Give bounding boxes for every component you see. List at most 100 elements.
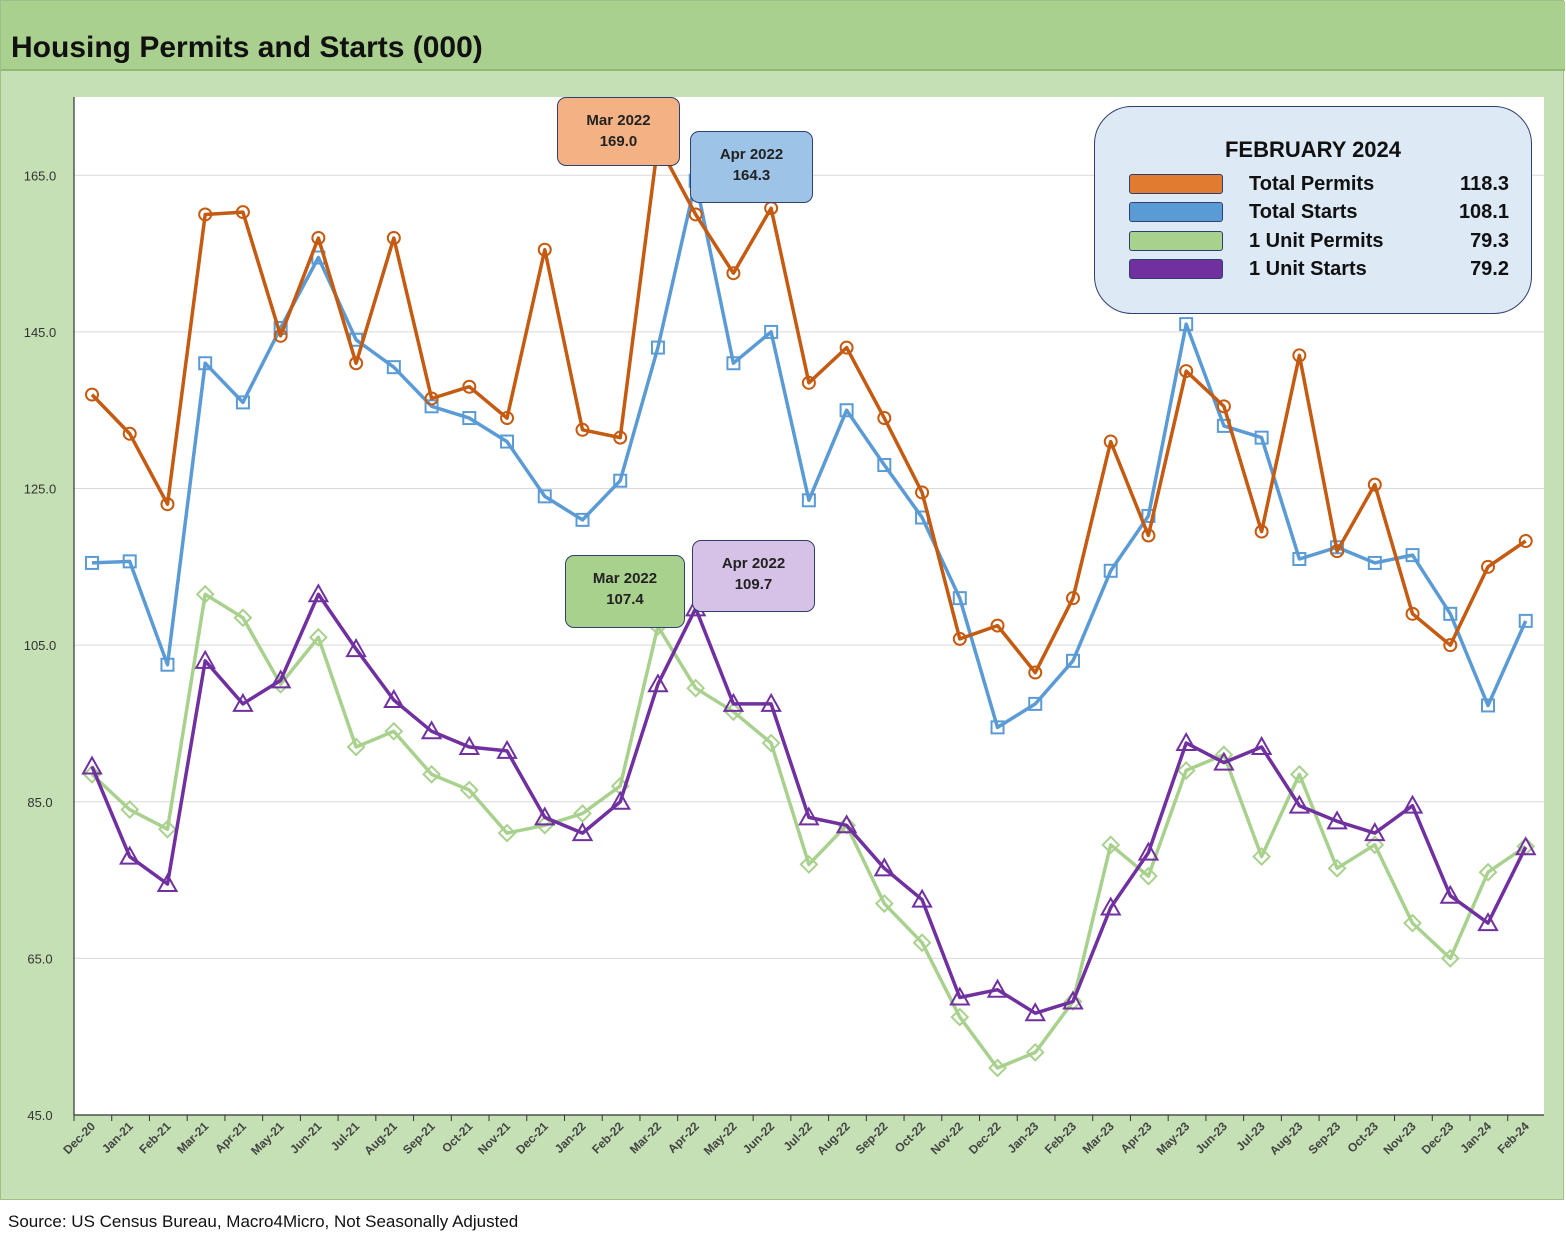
data-point [799,855,819,874]
callout-apr-2022-starts: Apr 2022 164.3 [690,131,813,203]
data-point [575,512,590,527]
x-tick-label: Jun-23 [1193,1119,1230,1156]
x-tick-label: Aug-23 [1267,1119,1306,1158]
x-tick-label: May-21 [248,1119,287,1158]
data-point [1481,559,1496,574]
x-tick-label: Jan-21 [99,1119,136,1156]
x-tick-label: Nov-22 [928,1119,966,1157]
data-point [986,978,1009,998]
x-tick-label: Feb-21 [136,1119,173,1156]
data-point [346,737,366,757]
data-point [349,356,364,371]
data-point [500,434,515,449]
data-point [952,631,967,646]
x-tick-label: Apr-23 [1118,1119,1155,1156]
chart-title: Housing Permits and Starts (000) [11,31,483,64]
data-point [1443,606,1458,621]
data-point [273,328,288,343]
data-point [990,720,1005,735]
data-point [874,894,894,913]
callout-date: Mar 2022 [592,570,658,587]
x-tick-label: Jun-22 [740,1119,777,1156]
data-point [1100,896,1122,916]
legend-swatch [1129,259,1223,279]
x-tick-label: Mar-23 [1080,1119,1117,1156]
data-point [1364,822,1386,842]
data-point [1137,841,1160,861]
data-point [1401,794,1424,814]
data-point [1028,665,1043,680]
data-point [801,493,816,508]
data-point [877,411,892,426]
x-tick-label: Apr-22 [665,1119,702,1156]
data-point [1141,528,1156,543]
data-point [345,638,367,658]
legend-item-total-permits: Total Permits 118.3 [1129,173,1509,196]
x-tick-label: Feb-23 [1042,1119,1079,1156]
data-point [688,207,703,222]
data-point [1477,912,1499,932]
x-tick-label: Feb-24 [1495,1119,1532,1156]
x-tick-label: Jan-23 [1005,1119,1042,1156]
y-tick-label: 105.0 [24,638,57,653]
y-tick-label: 85.0 [27,795,52,810]
callout-date: Mar 2022 [586,112,651,129]
callout-value: 169.0 [599,133,638,150]
x-tick-label: Dec-22 [966,1119,1004,1157]
data-point [726,356,741,371]
y-tick-label: 125.0 [24,482,57,497]
data-point [1443,638,1458,653]
y-tick-label: 145.0 [24,325,57,340]
callout-mar-2022-unit-permits: Mar 2022 107.4 [565,555,685,628]
callout-date: Apr 2022 [719,146,784,163]
legend-item-unit-starts: 1 Unit Starts 79.2 [1129,258,1509,281]
legend-label: Total Permits [1249,173,1375,195]
data-point [537,489,552,504]
data-point [235,395,250,410]
data-point [534,806,556,826]
data-point [686,678,706,698]
data-point [798,806,820,826]
data-point [1515,836,1537,856]
x-tick-label: Jul-21 [328,1119,363,1154]
data-point [950,1007,970,1027]
data-point [1439,884,1461,904]
data-point [1175,731,1197,752]
data-point [1179,317,1194,332]
callout-value: 164.3 [732,167,771,184]
data-point [1062,990,1084,1010]
data-point [575,422,590,437]
legend-value: 79.3 [1470,230,1509,252]
data-point [873,857,896,877]
legend-item-total-starts: Total Starts 108.1 [1129,201,1509,224]
data-point [422,764,441,784]
data-point [1176,761,1196,780]
data-point [988,1058,1007,1078]
data-point [459,780,479,800]
data-point [609,790,631,810]
data-point [386,230,401,245]
data-point [81,755,103,775]
data-point [613,473,628,488]
data-point [1101,835,1121,855]
data-point [1103,434,1118,449]
data-point [420,720,443,740]
legend-value: 118.3 [1460,173,1509,195]
data-point [839,403,854,418]
data-point [723,702,743,722]
legend-label: Total Starts [1249,201,1358,223]
data-point [1024,1002,1046,1022]
callout-mar-2022-permits: Mar 2022 169.0 [557,97,680,166]
data-point [1481,698,1496,713]
data-point [1252,847,1272,866]
title-bar: Housing Permits and Starts (000) [1,1,1565,71]
data-point [726,266,741,281]
data-point [949,986,971,1006]
data-point [233,608,253,628]
data-point [1403,913,1422,933]
x-tick-label: Nov-21 [475,1119,513,1157]
data-point [119,845,141,865]
data-point [535,815,555,835]
data-point [1367,555,1382,570]
legend-value: 108.1 [1458,201,1509,223]
